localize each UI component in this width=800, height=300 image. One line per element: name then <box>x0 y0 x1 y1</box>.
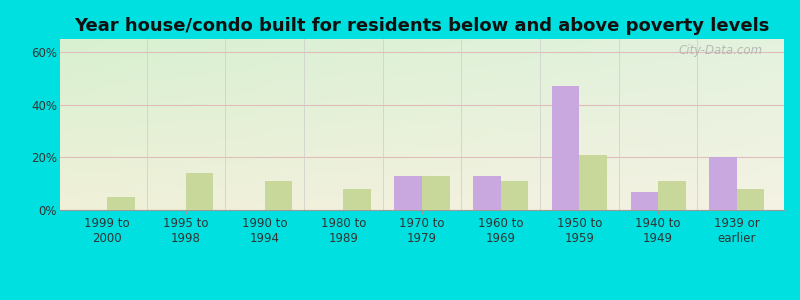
Bar <box>552 86 579 210</box>
Bar <box>501 181 528 210</box>
Bar <box>710 158 737 210</box>
Title: Year house/condo built for residents below and above poverty levels: Year house/condo built for residents bel… <box>74 17 770 35</box>
Bar <box>107 197 134 210</box>
Bar <box>422 176 450 210</box>
Bar <box>630 192 658 210</box>
Bar <box>473 176 501 210</box>
Bar <box>265 181 292 210</box>
Bar <box>394 176 422 210</box>
Bar <box>343 189 371 210</box>
Text: City-Data.com: City-Data.com <box>678 44 762 57</box>
Bar <box>737 189 764 210</box>
Bar <box>658 181 686 210</box>
Bar <box>579 155 607 210</box>
Bar <box>186 173 214 210</box>
